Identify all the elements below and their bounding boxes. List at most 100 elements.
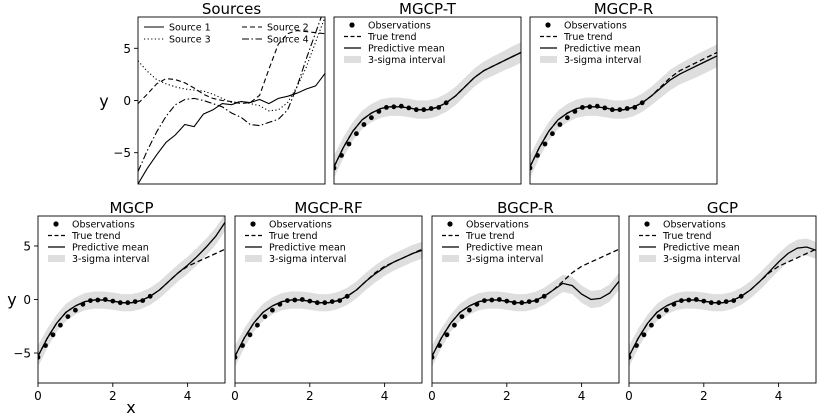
plot-area [235,241,422,367]
y-tick-label: −5 [113,146,131,160]
observation-point [125,300,131,306]
observation-point [639,100,645,106]
observation-point [337,298,343,303]
legend-entry: Observations [564,21,627,32]
legend-entry: Predictive mean [564,44,641,55]
observation-point [716,300,722,306]
legend-entry: Source 2 [267,23,309,34]
legend-entry: 3-sigma interval [663,254,740,265]
observation-point [428,106,434,111]
x-tick-label: 0 [428,389,436,403]
legend-entry: True trend [268,231,318,242]
observation-point [307,298,313,304]
legend-handle-sigma [442,255,459,262]
chart-title: GCP [707,199,738,217]
observation-point [708,300,714,306]
legend-handle-sigma [48,255,65,262]
observation-point [354,131,359,137]
predictive-mean-line [629,246,816,357]
legend-handle-sigma [245,255,262,262]
observation-point [147,293,153,299]
legend-entry: True trend [71,231,121,242]
legend-entry: Source 4 [267,35,309,46]
observation-point [262,314,268,319]
legend-entry: 3-sigma interval [564,55,641,66]
observation-point [617,107,623,113]
observation-point [602,105,608,111]
legend-handle-observations [250,221,256,227]
y-tick-label: 0 [23,293,31,307]
observation-point [489,297,495,303]
observation-point [398,103,404,109]
observation-point [459,314,465,319]
observation-point [339,153,344,158]
chart-title: MGCP-R [594,0,654,18]
legend-entry: Predictive mean [269,243,346,254]
observation-point [530,165,533,171]
observation-point [467,307,472,313]
chart-title: MGCP-RF [294,199,362,217]
observation-point [572,109,578,114]
plot-area [530,44,717,179]
observation-point [361,122,367,127]
observation-point [132,299,138,304]
observation-point [443,100,449,106]
observation-point [511,300,517,306]
x-tick-label: 4 [381,389,389,403]
observation-point [80,301,86,307]
series-line-4 [138,17,322,172]
legend-handle-sigma [639,255,656,262]
predictive-mean-line [530,55,717,168]
legend-entry: Observations [269,220,332,231]
observation-point [88,298,93,303]
legend-entry: Predictive mean [368,44,445,55]
sigma-band [38,216,225,367]
observation-point [369,115,374,121]
plot-area [629,238,816,367]
legend-entry: Predictive mean [72,243,149,254]
shared-ylabel: y [7,290,16,309]
y-tick-label: 5 [23,239,31,253]
observation-point [384,105,389,110]
x-tick-label: 4 [184,389,192,403]
sigma-band [530,44,717,179]
observation-point [550,131,555,137]
observation-point [43,343,48,348]
observation-point [482,298,487,303]
observation-point [542,141,548,147]
observation-point [391,104,397,110]
observation-point [629,354,632,360]
legend-entry: Observations [72,220,135,231]
axes-frame [529,16,718,185]
chart-title: MGCP-T [399,0,457,18]
observation-point [738,293,744,299]
observation-point [535,153,540,158]
axes-frame [431,215,620,384]
legend-entry: 3-sigma interval [368,55,445,66]
legend-entry: True trend [465,231,515,242]
observation-point [634,343,639,348]
observation-point [140,298,146,303]
x-tick-label: 2 [700,389,708,403]
legend-entry: True trend [563,32,613,43]
observation-point [102,297,108,302]
observation-point [649,322,654,328]
legend-entry: True trend [367,32,417,43]
plot-area [432,248,619,367]
x-tick-label: 2 [503,389,511,403]
series-line-3 [138,17,325,112]
observation-point [557,122,563,127]
observation-point [117,300,123,306]
observation-point [285,298,290,303]
observation-point [624,106,630,111]
observation-point [346,141,352,147]
chart-title: MGCP [109,199,153,217]
legend-handle-observations [53,221,59,227]
observation-point [679,298,684,303]
observation-point [421,107,427,113]
observation-point [723,299,729,304]
